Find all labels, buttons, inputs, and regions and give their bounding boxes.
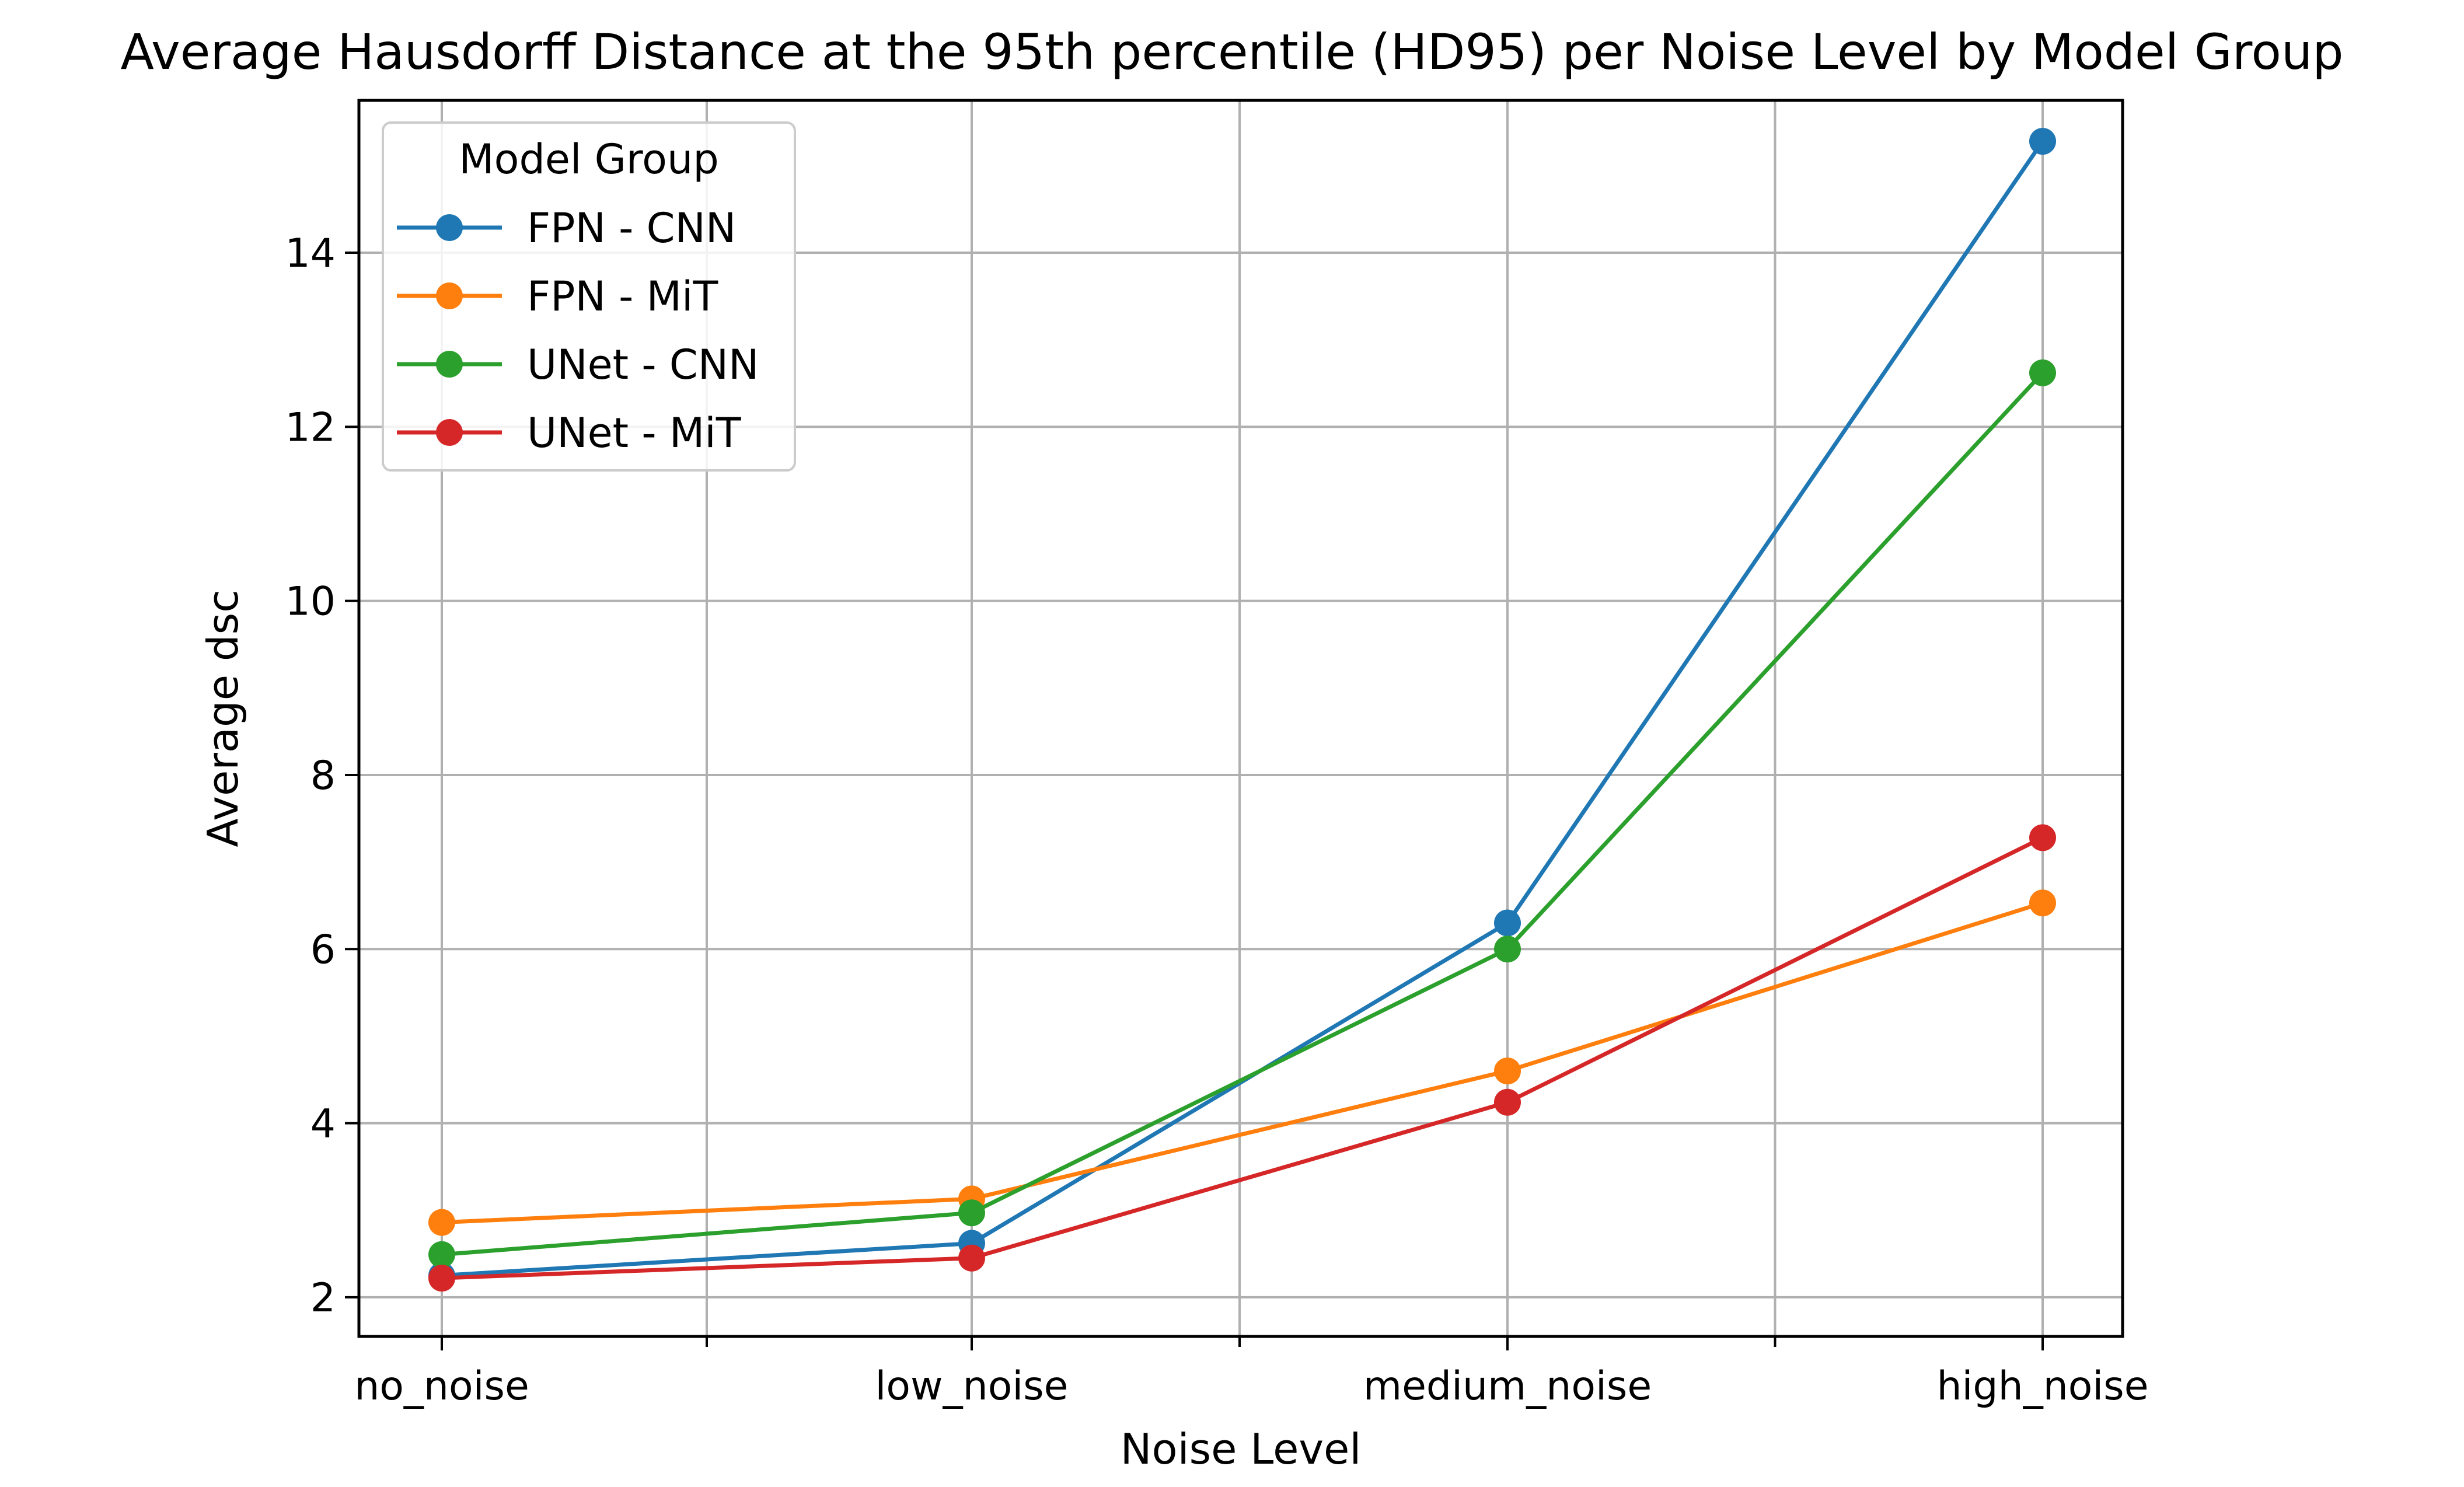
legend-label: UNet - MiT <box>527 409 741 457</box>
y-tick-label: 2 <box>310 1275 336 1321</box>
legend-marker-0 <box>436 214 463 241</box>
legend-label: FPN - CNN <box>527 204 736 252</box>
legend-box <box>382 121 796 472</box>
legend-marker-1 <box>436 282 463 309</box>
data-point <box>428 1265 455 1292</box>
series-lines <box>439 139 2045 1280</box>
y-tick-label: 6 <box>310 927 336 973</box>
legend-entries: FPN - CNN FPN - MiT UNet - CNN UNet - MiT <box>397 204 759 457</box>
y-axis: 2 4 6 8 10 12 14 <box>285 231 359 1321</box>
data-point <box>2029 889 2056 917</box>
legend-marker-3 <box>436 419 463 446</box>
data-point <box>1494 909 1521 937</box>
y-tick-label: 4 <box>310 1101 336 1147</box>
data-point <box>2029 128 2056 155</box>
legend-marker-2 <box>436 351 463 378</box>
series-markers <box>428 128 2056 1292</box>
legend-label: FPN - MiT <box>527 273 718 320</box>
chart-title: Average Hausdorff Distance at the 95th p… <box>120 23 2343 81</box>
data-point <box>2029 824 2056 851</box>
x-axis-label: Noise Level <box>1121 1425 1362 1474</box>
series-line-3 <box>439 835 2045 1280</box>
x-axis: no_noise low_noise medium_noise high_noise <box>354 1336 2149 1409</box>
y-tick-label: 12 <box>285 404 336 451</box>
grid <box>359 100 2123 1336</box>
data-point <box>958 1244 985 1272</box>
data-point <box>428 1209 455 1236</box>
legend-title: Model Group <box>459 135 719 183</box>
y-tick-label: 8 <box>310 753 336 799</box>
x-tick-label: no_noise <box>354 1363 529 1409</box>
y-axis-label: Average dsc <box>198 589 247 847</box>
series-line-1 <box>439 900 2045 1225</box>
x-tick-label: low_noise <box>875 1363 1069 1409</box>
data-point <box>428 1241 455 1268</box>
y-tick-label: 14 <box>285 231 336 277</box>
x-tick-label: high_noise <box>1936 1363 2148 1409</box>
data-point <box>958 1199 985 1227</box>
x-tick-label: medium_noise <box>1363 1363 1652 1409</box>
data-point <box>1494 1057 1521 1085</box>
data-point <box>1494 936 1521 963</box>
y-tick-label: 10 <box>285 579 336 625</box>
data-point <box>1494 1088 1521 1116</box>
series-line-2 <box>439 371 2045 1257</box>
legend: Model Group FPN - CNN FPN - MiT UNet - CNN… <box>382 121 796 472</box>
data-point <box>2029 359 2056 386</box>
legend-label: UNet - CNN <box>527 341 759 389</box>
